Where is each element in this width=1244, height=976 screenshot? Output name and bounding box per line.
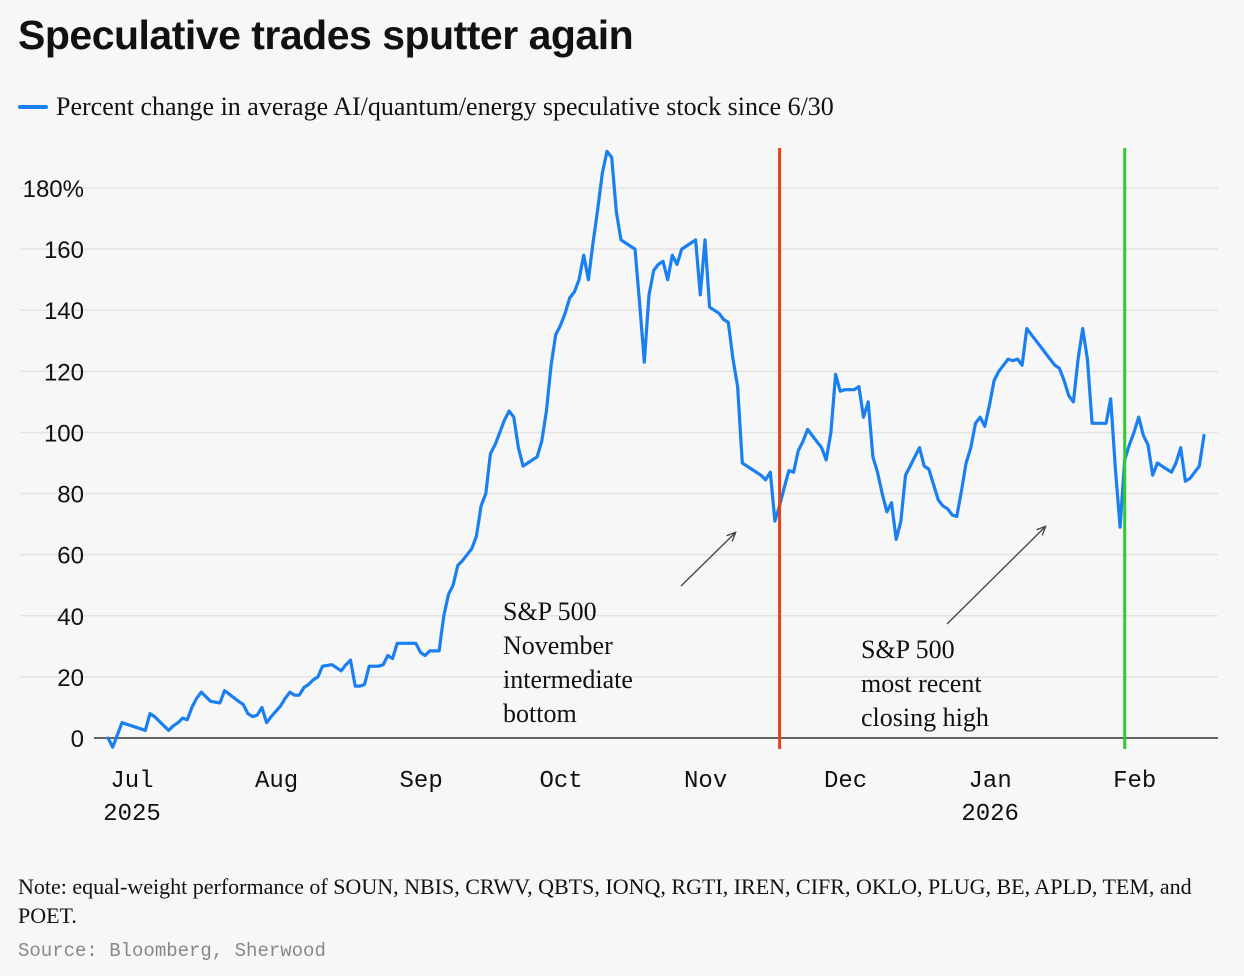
annotation-arrow-recent-high	[946, 527, 1045, 625]
y-tick-label: 120	[44, 359, 84, 386]
legend: Percent change in average AI/quantum/ene…	[18, 92, 834, 122]
grid	[20, 187, 1218, 678]
annotation-1: S&P 500 most recent closing high	[861, 635, 989, 732]
series-line	[106, 149, 1206, 749]
y-tick-label: 80	[57, 482, 84, 509]
x-tick-label-month: Aug	[255, 768, 298, 795]
y-tick-label: 180%	[23, 176, 84, 203]
annotation-line: November	[503, 631, 613, 660]
x-tick-label-month: Nov	[684, 768, 727, 795]
annotation-line: intermediate	[503, 665, 633, 694]
legend-label: Percent change in average AI/quantum/ene…	[56, 92, 834, 121]
legend-swatch	[18, 105, 48, 109]
x-tick-label-month: Feb	[1113, 768, 1156, 795]
x-tick-label-month: Sep	[400, 768, 443, 795]
y-axis-labels: 0 20 40 60 80 100 120 140 160 180%	[23, 176, 84, 753]
y-tick-label: 20	[57, 665, 84, 692]
y-tick-label: 160	[44, 237, 84, 264]
x-tick-label-month: Jan	[969, 768, 1012, 795]
x-tick-label-month: Oct	[539, 768, 582, 795]
x-tick-label-year: 2025	[103, 801, 161, 828]
annotation-line: bottom	[503, 699, 577, 728]
y-tick-label: 0	[71, 726, 84, 753]
footnote: Note: equal-weight performance of SOUN, …	[18, 874, 1192, 928]
annotation-line: S&P 500	[503, 597, 597, 626]
y-tick-label: 140	[44, 298, 84, 325]
x-axis-labels: Jul 2025 Aug Sep Oct Nov Dec Jan 2026 Feb	[103, 768, 1156, 828]
line-chart: 0 20 40 60 80 100 120 140 160 180% Jul 2025 Aug Sep O…	[20, 148, 1218, 828]
annotation-line: closing high	[861, 703, 989, 732]
annotation-line: S&P 500	[861, 635, 955, 664]
y-tick-label: 60	[57, 543, 84, 570]
source-line: Source: Bloomberg, Sherwood	[18, 940, 326, 962]
annotation-line: most recent	[861, 669, 982, 698]
y-tick-label: 40	[57, 604, 84, 631]
chart-title: Speculative trades sputter again	[18, 12, 634, 58]
x-tick-label-year: 2026	[961, 801, 1019, 828]
x-tick-label-month: Dec	[824, 768, 867, 795]
annotation-arrow-nov-bottom	[680, 533, 735, 587]
x-tick-label-month: Jul	[110, 768, 153, 795]
annotation-0: S&P 500 November intermediate bottom	[503, 597, 633, 728]
y-tick-label: 100	[44, 420, 84, 447]
